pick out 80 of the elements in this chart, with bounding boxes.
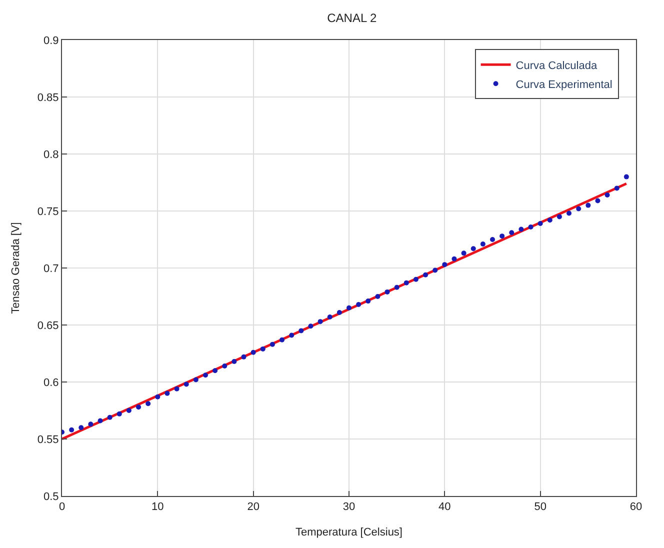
- point: [336, 310, 342, 315]
- point: [404, 280, 409, 286]
- point: [174, 386, 180, 392]
- x-axis-title: Temperatura [Celsius]: [296, 526, 402, 538]
- point: [203, 372, 208, 378]
- point: [327, 314, 332, 320]
- y-tick-label: 0.8: [44, 148, 59, 161]
- point: [116, 411, 122, 416]
- point: [576, 206, 582, 212]
- point: [98, 418, 103, 424]
- point: [126, 408, 132, 413]
- point: [88, 422, 94, 427]
- point: [413, 276, 418, 282]
- y-tick-label: 0.6: [44, 376, 59, 389]
- point: [346, 305, 352, 310]
- y-tick-label: 0.7: [44, 262, 59, 275]
- point: [280, 337, 285, 342]
- point: [241, 354, 246, 360]
- point: [155, 394, 160, 400]
- x-tick-label: 20: [247, 501, 260, 514]
- point: [298, 328, 304, 334]
- x-tick-label: 0: [58, 501, 66, 514]
- chart-title: CANAL 2: [327, 11, 378, 26]
- y-tick-label: 0.75: [37, 206, 59, 218]
- point: [586, 202, 591, 208]
- point: [538, 221, 543, 226]
- x-tick-label: 50: [534, 501, 546, 514]
- point: [624, 174, 629, 180]
- point: [375, 294, 380, 299]
- y-tick-label: 0.85: [37, 92, 59, 104]
- point: [260, 346, 266, 352]
- legend-label: Curva Calculada: [516, 60, 598, 72]
- point: [423, 272, 428, 278]
- point: [356, 302, 362, 307]
- point: [461, 250, 466, 256]
- legend-label: Curva Experimental: [516, 78, 612, 91]
- point: [500, 234, 505, 239]
- y-axis-title: Tensao Gerada [V]: [10, 222, 22, 314]
- y-tick-label: 0.9: [44, 34, 59, 47]
- point: [614, 186, 620, 191]
- point: [394, 284, 400, 290]
- point: [78, 425, 84, 430]
- point: [146, 401, 151, 406]
- point: [547, 218, 552, 223]
- point: [366, 298, 371, 304]
- point: [452, 256, 457, 262]
- y-tick-label: 0.65: [37, 320, 59, 332]
- point: [250, 350, 256, 355]
- point: [193, 377, 198, 382]
- point: [480, 242, 486, 247]
- x-tick-label: 10: [152, 501, 164, 514]
- point: [164, 390, 170, 396]
- point: [470, 246, 476, 252]
- point: [384, 289, 390, 294]
- y-tick-label: 0.5: [44, 490, 59, 503]
- point: [184, 382, 189, 387]
- x-tick-label: 60: [630, 501, 642, 514]
- point: [289, 332, 294, 338]
- point: [308, 324, 314, 329]
- point: [107, 414, 112, 420]
- point: [222, 364, 228, 369]
- point: [136, 404, 142, 410]
- point: [518, 226, 524, 232]
- x-tick-label: 40: [438, 501, 451, 514]
- point: [232, 358, 237, 364]
- point: [509, 230, 514, 236]
- point: [318, 319, 323, 324]
- point: [270, 342, 275, 347]
- point: [442, 262, 448, 268]
- point: [69, 427, 74, 432]
- point: [528, 224, 534, 230]
- x-tick-label: 30: [342, 501, 356, 514]
- point: [490, 237, 495, 242]
- point: [595, 198, 600, 204]
- point: [212, 368, 218, 374]
- point: [604, 192, 610, 198]
- point: [432, 268, 438, 273]
- point: [566, 210, 572, 216]
- point: [556, 214, 562, 220]
- y-tick-label: 0.55: [37, 434, 59, 446]
